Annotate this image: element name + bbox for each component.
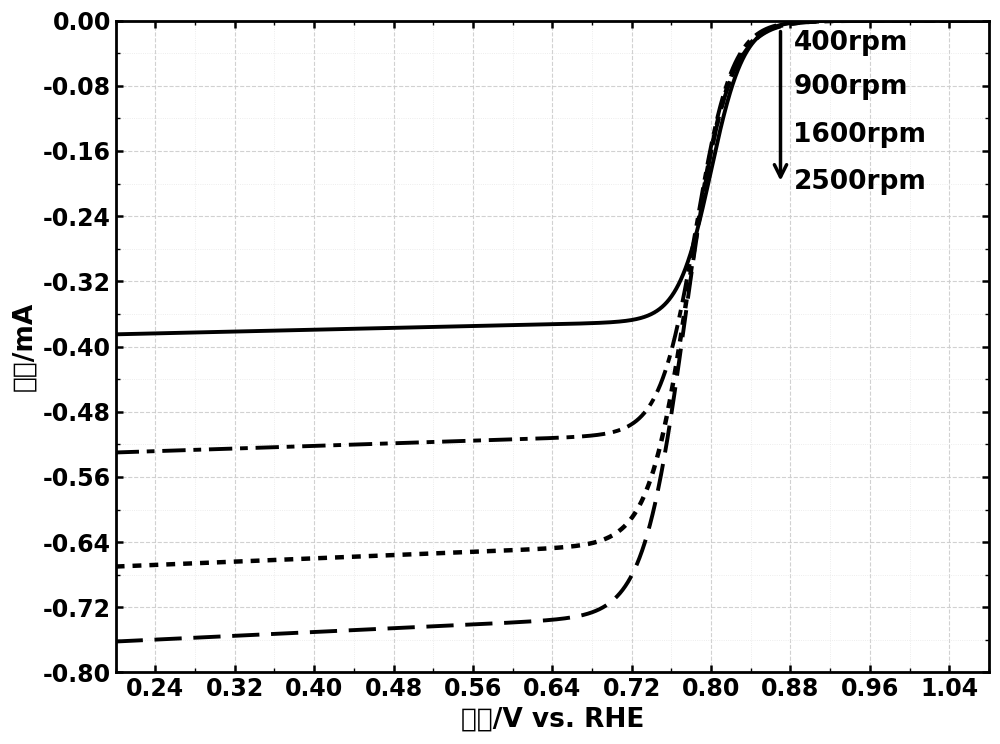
X-axis label: 电势/V vs. RHE: 电势/V vs. RHE [461, 707, 644, 733]
Y-axis label: 电流/mA: 电流/mA [11, 302, 37, 391]
Text: 400rpm: 400rpm [793, 31, 908, 57]
Text: 900rpm: 900rpm [793, 74, 908, 100]
Text: 1600rpm: 1600rpm [793, 122, 926, 148]
Text: 2500rpm: 2500rpm [793, 169, 926, 195]
